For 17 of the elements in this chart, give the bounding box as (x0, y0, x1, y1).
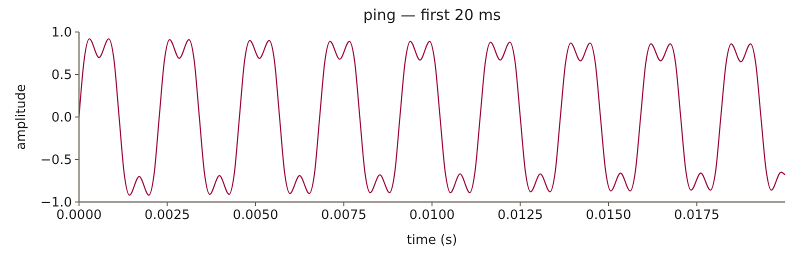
x-tick-label: 0.0175 (674, 208, 720, 223)
x-tick-label: 0.0000 (56, 208, 102, 223)
y-tick-label: −1.0 (40, 196, 72, 211)
x-tick-label: 0.0100 (409, 208, 455, 223)
y-tick-label: −0.5 (40, 153, 72, 168)
y-tick-label: 0.0 (51, 110, 72, 126)
x-tick-label: 0.0075 (321, 208, 366, 223)
y-axis-title: amplitude (14, 84, 29, 150)
y-tick-label: 0.5 (51, 68, 72, 84)
x-tick-label: 0.0125 (498, 208, 543, 223)
y-tick-label: 1.0 (51, 26, 72, 41)
x-tick-label: 0.0025 (144, 208, 190, 223)
x-tick-label: 0.0150 (586, 208, 632, 223)
line-series (78, 38, 786, 196)
x-axis-title: time (s) (406, 233, 458, 248)
x-tick-label: 0.0050 (232, 208, 278, 223)
chart-title: ping — first 20 ms (363, 6, 501, 24)
